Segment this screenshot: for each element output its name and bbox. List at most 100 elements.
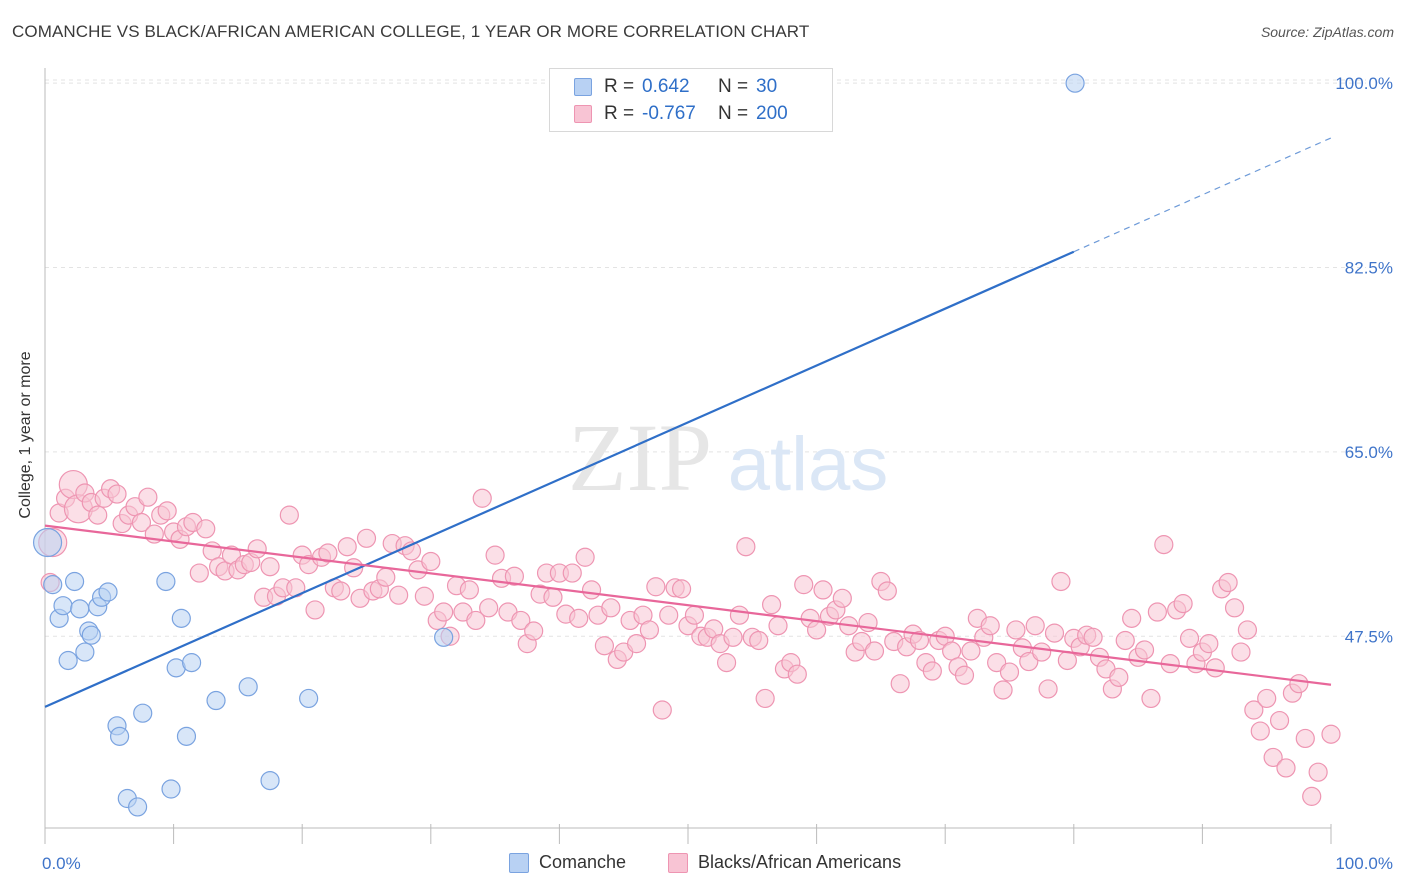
data-point-blacks bbox=[1302, 786, 1322, 806]
data-point-blacks bbox=[877, 581, 897, 601]
legend-r-label: R = bbox=[604, 76, 635, 97]
source-credit: Source: ZipAtlas.com bbox=[1260, 24, 1394, 40]
data-point-blacks bbox=[852, 631, 872, 652]
data-point-comanche bbox=[156, 571, 176, 592]
data-point-blacks bbox=[1154, 535, 1174, 555]
data-point-blacks bbox=[806, 620, 827, 640]
data-point-blacks bbox=[1224, 598, 1245, 618]
legend-r-value: 0.642 bbox=[642, 76, 690, 97]
data-point-blacks bbox=[575, 547, 595, 567]
legend-label-comanche: Comanche bbox=[539, 852, 627, 872]
data-point-blacks bbox=[671, 579, 692, 599]
watermark-atlas: atlas bbox=[728, 422, 889, 507]
data-point-blacks bbox=[1257, 688, 1277, 709]
data-point-comanche bbox=[53, 596, 73, 616]
data-point-comanche bbox=[64, 571, 85, 592]
data-point-comanche bbox=[238, 677, 258, 697]
x-tick-label: 100.0% bbox=[1335, 854, 1393, 873]
data-point-blacks bbox=[247, 539, 267, 559]
data-point-blacks bbox=[260, 557, 280, 577]
data-point-blacks bbox=[1044, 623, 1065, 643]
data-point-blacks bbox=[376, 567, 396, 587]
data-point-blacks bbox=[755, 688, 775, 709]
data-point-blacks bbox=[1276, 758, 1296, 778]
data-point-blacks bbox=[980, 616, 1000, 636]
series-comanche-points bbox=[32, 73, 1085, 817]
data-point-comanche bbox=[182, 653, 202, 673]
data-point-comanche bbox=[299, 688, 319, 709]
data-point-blacks bbox=[1122, 608, 1142, 628]
data-point-blacks bbox=[659, 605, 679, 625]
data-point-comanche bbox=[70, 599, 90, 619]
legend-n-label: N = bbox=[718, 76, 749, 97]
data-point-blacks bbox=[466, 610, 486, 631]
data-point-blacks bbox=[138, 487, 158, 507]
trend-lines bbox=[44, 137, 1332, 708]
watermark: ZIP atlas bbox=[568, 404, 888, 511]
legend-n-label: N = bbox=[718, 103, 749, 124]
data-point-comanche bbox=[206, 690, 226, 711]
data-point-blacks bbox=[1321, 724, 1341, 744]
data-point-blacks bbox=[414, 586, 434, 606]
data-point-blacks bbox=[131, 512, 152, 533]
data-point-comanche bbox=[32, 527, 63, 558]
data-point-comanche bbox=[98, 582, 118, 602]
legend-swatch-blue bbox=[574, 78, 592, 96]
x-tick-label: 0.0% bbox=[42, 854, 81, 873]
data-point-comanche bbox=[171, 608, 191, 628]
data-point-blacks bbox=[684, 605, 705, 625]
data-point-blacks bbox=[1083, 627, 1103, 647]
data-point-blacks bbox=[736, 537, 756, 557]
legend-row-comanche: R = 0.642 N = 30 bbox=[574, 74, 777, 100]
data-point-blacks bbox=[1179, 628, 1200, 648]
data-point-blacks bbox=[472, 488, 492, 508]
data-point-blacks bbox=[832, 588, 852, 608]
data-point-blacks bbox=[1289, 674, 1309, 694]
data-point-blacks bbox=[337, 537, 357, 557]
data-point-blacks bbox=[434, 602, 454, 622]
data-point-comanche bbox=[81, 625, 101, 645]
axes bbox=[44, 68, 1332, 844]
chart-title: COMANCHE VS BLACK/AFRICAN AMERICAN COLLE… bbox=[12, 22, 810, 41]
legend-item-comanche[interactable]: Comanche bbox=[509, 852, 626, 873]
data-point-blacks bbox=[749, 630, 769, 651]
data-point-comanche bbox=[43, 575, 63, 595]
data-point-blacks bbox=[1231, 642, 1251, 662]
data-point-blacks bbox=[524, 621, 544, 641]
data-point-blacks bbox=[581, 580, 602, 600]
data-point-blacks bbox=[279, 505, 299, 525]
data-point-blacks bbox=[356, 528, 377, 548]
legend-item-blacks[interactable]: Blacks/African Americans bbox=[668, 852, 901, 873]
data-point-blacks bbox=[639, 620, 660, 640]
data-point-blacks bbox=[1141, 688, 1161, 709]
data-point-blacks bbox=[646, 577, 666, 597]
legend-r-value: -0.767 bbox=[642, 103, 696, 124]
legend-row-blacks: R = -0.767 N = 200 bbox=[574, 101, 788, 127]
data-point-blacks bbox=[1057, 650, 1077, 671]
data-point-blacks bbox=[305, 600, 325, 620]
data-point-blacks bbox=[157, 501, 177, 521]
data-point-blacks bbox=[504, 566, 524, 586]
data-point-blacks bbox=[1263, 747, 1283, 768]
data-point-blacks bbox=[909, 630, 930, 651]
data-point-comanche bbox=[176, 726, 197, 746]
data-point-blacks bbox=[88, 505, 108, 525]
data-point-blacks bbox=[196, 519, 216, 539]
data-point-blacks bbox=[723, 627, 743, 647]
data-point-blacks bbox=[1115, 630, 1135, 651]
data-point-blacks bbox=[459, 580, 479, 600]
data-point-comanche bbox=[75, 642, 95, 662]
data-point-blacks bbox=[107, 484, 127, 504]
data-point-comanche bbox=[1065, 73, 1085, 93]
data-point-blacks bbox=[1134, 640, 1155, 660]
data-point-blacks bbox=[787, 664, 807, 684]
data-point-blacks bbox=[389, 585, 409, 605]
data-point-blacks bbox=[813, 580, 833, 600]
data-point-comanche bbox=[127, 797, 148, 817]
data-point-blacks bbox=[1295, 728, 1315, 749]
data-point-blacks bbox=[761, 595, 782, 615]
data-point-blacks bbox=[601, 598, 621, 618]
data-point-blacks bbox=[1032, 642, 1052, 662]
data-point-blacks bbox=[768, 616, 788, 636]
